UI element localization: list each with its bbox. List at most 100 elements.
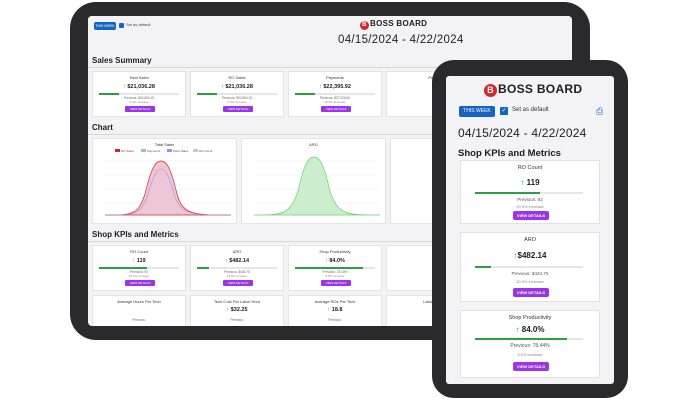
print-icon[interactable]: ⎙: [596, 106, 604, 116]
logo-mark: B: [360, 21, 369, 30]
kpi-section-title: Shop KPIs and Metrics: [458, 148, 561, 159]
set-default-checkbox[interactable]: ✓: [500, 107, 508, 115]
card-title: Average Hours Per Tech: [117, 299, 161, 304]
up-arrow-icon: ↑: [319, 84, 322, 90]
card-previous: Previous:: [328, 318, 342, 322]
card-previous: Previous: $20,894.19: [123, 96, 155, 100]
sales-card: RO Sales ↑ $21,036.28 Previous: $20,894.…: [190, 71, 284, 117]
date-range-dropdown[interactable]: THIS WEEK: [94, 22, 116, 30]
card-title: Payments: [326, 75, 344, 80]
card-value-text: $482.14: [229, 258, 250, 264]
card-title: ARO: [232, 249, 242, 254]
card-previous: Previous: 78.44%: [322, 270, 348, 274]
phone-header: B BOSS BOARD THIS WEEK ✓ Set as default ⎙: [446, 76, 614, 136]
progress-track: [197, 93, 277, 95]
progress-fill: [99, 267, 147, 269]
card-pct: 29.3% increase: [516, 204, 544, 209]
card-value-text: 119: [136, 258, 146, 264]
date-range-dropdown[interactable]: THIS WEEK: [459, 106, 495, 117]
card-value-text: 18.8: [331, 307, 343, 313]
progress-fill: [475, 338, 567, 340]
card-value: ↑ 84.0%: [289, 258, 381, 264]
up-arrow-icon: ↑: [325, 258, 328, 264]
kpi-card: Shop Productivity ↑ 84.0% Previous: 78.4…: [288, 245, 382, 291]
card-previous: Previous: $434.75: [511, 271, 549, 276]
legend-swatch: [193, 149, 198, 152]
card-value: ↑ 84.0%: [461, 325, 599, 334]
card-previous: Previous: $27,326.64: [319, 96, 351, 100]
card-previous: Previous: $20,894.19: [221, 96, 253, 100]
card-title: RO Count: [517, 165, 543, 171]
set-default-label: Set as default: [512, 107, 549, 113]
card-pct: 18.0% decrease: [324, 100, 346, 104]
card-title: Tech Cost Per Labor Hour: [213, 299, 261, 304]
series-area: [253, 156, 381, 216]
card-title: Total Sales: [129, 75, 149, 80]
card-value-text: 84.0%: [521, 325, 545, 334]
progress-fill: [295, 267, 363, 269]
card-value-text: 84.0%: [329, 258, 345, 264]
up-arrow-icon: ↑: [226, 307, 230, 313]
logo-mark: B: [484, 84, 497, 97]
view-details-button[interactable]: VIEW DETAILS: [513, 288, 549, 297]
progress-track: [197, 267, 277, 269]
card-pct: 5.6% increase: [325, 274, 345, 278]
card-value: ↑$482.14: [461, 251, 599, 260]
view-details-button[interactable]: VIEW DETAILS: [513, 211, 549, 220]
logo-text: BOSS BOARD: [370, 19, 428, 28]
card-title: Shop Productivity: [508, 315, 552, 321]
card-previous: Previous: 78.44%: [510, 343, 550, 349]
card-previous: Previous: 92: [517, 197, 543, 202]
series-area: [104, 160, 232, 216]
kpi-section-title: Shop KPIs and Metrics: [92, 230, 179, 239]
set-default-checkbox[interactable]: [119, 23, 124, 28]
view-details-button[interactable]: VIEW DETAILS: [321, 280, 351, 286]
view-details-button[interactable]: VIEW DETAILS: [125, 106, 155, 112]
up-arrow-icon: ↑: [513, 251, 518, 260]
up-arrow-icon: ↑: [221, 84, 224, 90]
set-default-label: Set as default: [126, 22, 151, 27]
logo-text: BOSS BOARD: [498, 82, 583, 96]
view-details-button[interactable]: VIEW DETAILS: [321, 106, 351, 112]
legend-swatch: [141, 149, 146, 152]
view-details-button[interactable]: VIEW DETAILS: [513, 362, 549, 371]
card-title: Average ROs Per Tech: [314, 299, 356, 304]
card-previous: Previous:: [132, 318, 146, 322]
progress-track: [295, 93, 375, 95]
divider: [88, 241, 572, 242]
sales-card: Total Sales ↑ $21,036.28 Previous: $20,8…: [92, 71, 186, 117]
up-arrow-icon: ↑: [327, 307, 331, 313]
card-value-text: $21,036.28: [225, 84, 253, 90]
card-value-text: $32.25: [230, 307, 248, 313]
progress-fill: [475, 192, 540, 194]
card-pct: 10.9% increase: [226, 274, 248, 278]
view-details-button[interactable]: VIEW DETAILS: [223, 280, 253, 286]
view-details-button[interactable]: VIEW DETAILS: [125, 280, 155, 286]
card-title: RO Count: [130, 249, 148, 254]
card-pct: 5.6% increase: [517, 352, 543, 357]
view-details-button[interactable]: VIEW DETAILS: [223, 106, 253, 112]
tablet-header: THIS WEEK Set as default B BOSS BOARD 04/…: [88, 16, 572, 54]
up-arrow-icon: ↑: [132, 258, 136, 264]
chart-title: ARO: [309, 142, 318, 147]
card-value: ↑ 119: [93, 258, 185, 264]
progress-fill: [295, 93, 315, 95]
kpi-card-aro: ARO ↑$482.14 Previous: $434.75 10.9% inc…: [460, 232, 600, 302]
card-value: ↑ 18.8: [289, 307, 381, 313]
legend-swatch: [167, 149, 172, 152]
card-pct: 29.3% increase: [128, 274, 150, 278]
kpi-cards-row2: Average Hours Per Tech Previous: Tech Co…: [88, 295, 572, 326]
up-arrow-icon: ↑: [224, 258, 228, 264]
aro-chart: ARO: [241, 138, 386, 224]
card-value: ↑ $21,036.28: [93, 84, 185, 90]
card-value: ↑ $482.14: [191, 258, 283, 264]
series-line: [104, 168, 232, 216]
legend-label: RO Count: [199, 149, 213, 153]
chart-title: Total Sales: [154, 142, 175, 147]
legend-swatch: [115, 149, 120, 152]
legend-label: Parts Sales: [173, 149, 189, 153]
progress-fill: [99, 93, 119, 95]
card-value-text: 119: [526, 178, 540, 187]
phone-device: B BOSS BOARD THIS WEEK ✓ Set as default ⎙…: [432, 60, 628, 398]
